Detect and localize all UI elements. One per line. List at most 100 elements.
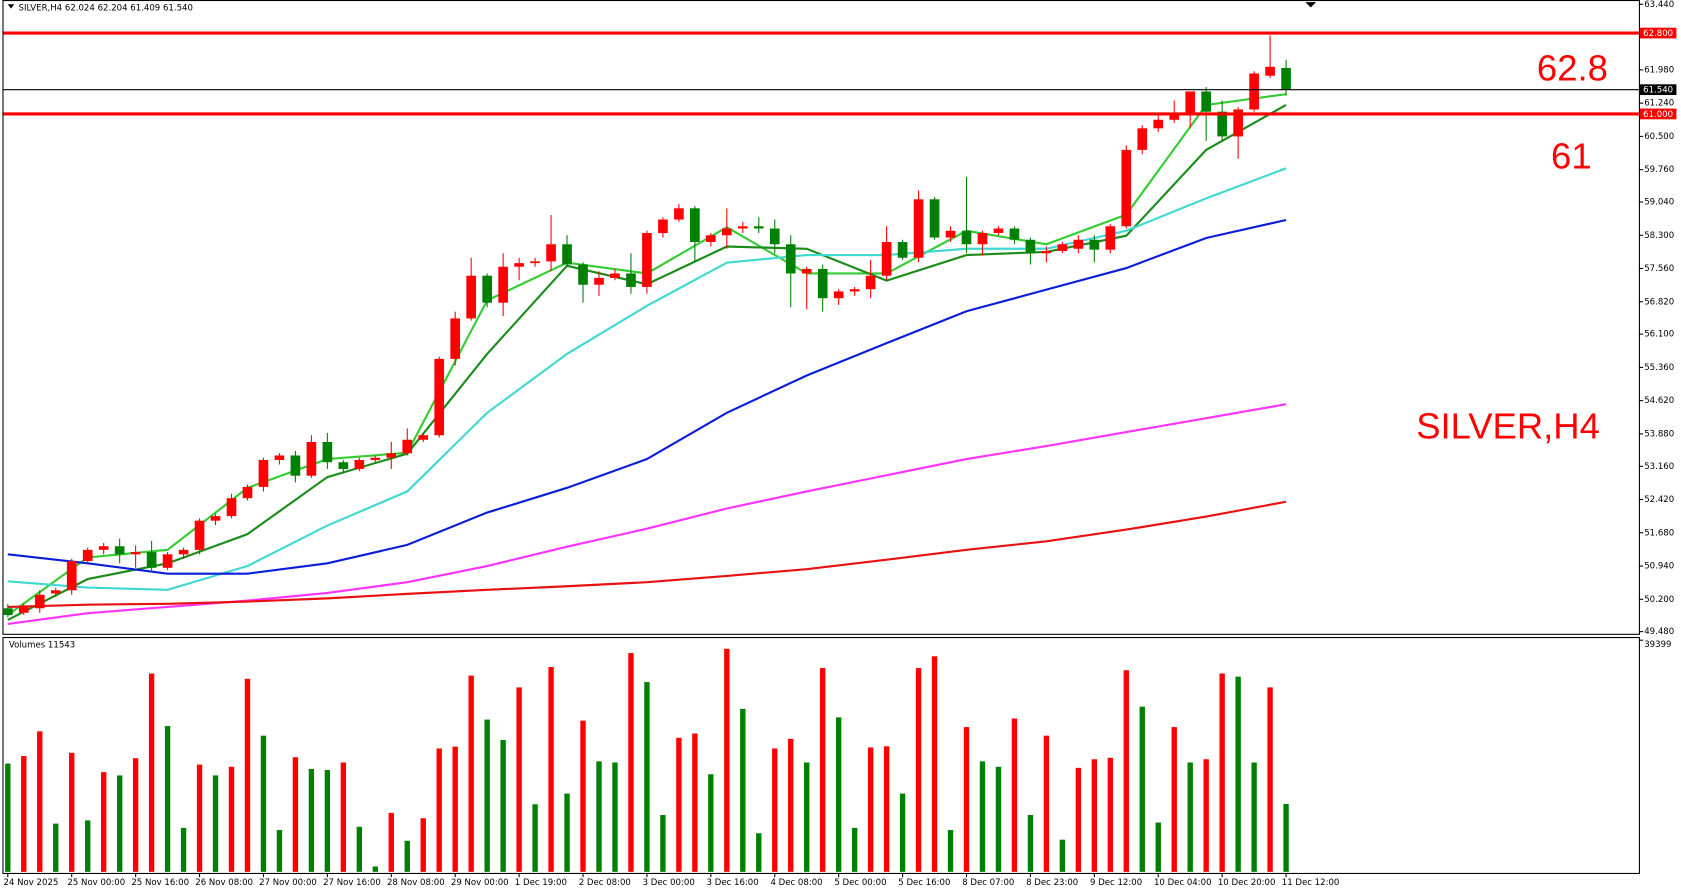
volume-bar xyxy=(292,757,299,872)
volume-bar xyxy=(484,719,490,872)
volume-bar xyxy=(1187,762,1193,872)
volume-bar xyxy=(324,769,331,872)
candle-body xyxy=(130,552,141,555)
candle-body xyxy=(1057,244,1068,252)
x-tick-label: 1 Dec 19:00 xyxy=(515,878,567,888)
candle-body xyxy=(594,277,604,285)
candle-body xyxy=(66,561,77,591)
candle-body xyxy=(785,244,796,274)
volume-bar xyxy=(1059,839,1066,872)
price-tag xyxy=(1639,84,1677,96)
volume-bar xyxy=(851,827,858,872)
candle-body xyxy=(210,516,221,521)
candle-body xyxy=(514,263,524,267)
x-tick-label: 27 Nov 16:00 xyxy=(323,878,381,888)
volume-bar xyxy=(820,668,826,872)
candle-body xyxy=(977,233,988,245)
volume-bar xyxy=(1171,727,1177,872)
volume-bar xyxy=(5,763,11,872)
price-tag-label: 61.000 xyxy=(1643,110,1673,120)
volume-bar xyxy=(740,708,746,872)
candle-body xyxy=(1121,149,1132,227)
price-tag xyxy=(1639,27,1677,39)
candle-body xyxy=(258,459,269,487)
candle-body xyxy=(737,226,748,229)
x-tick-label: 8 Dec 07:00 xyxy=(962,878,1014,888)
volume-bar xyxy=(516,687,522,872)
volume-bar xyxy=(100,772,107,872)
candle-body xyxy=(194,520,205,550)
x-tick-label: 9 Dec 12:00 xyxy=(1090,878,1142,888)
candle-body xyxy=(274,455,285,460)
candle-body xyxy=(1153,119,1164,129)
symbol: SILVER,H4 xyxy=(19,3,63,13)
y-tick-label: 49.480 xyxy=(1644,627,1674,637)
candle-body xyxy=(706,235,716,243)
y-tick-label: 51.680 xyxy=(1644,528,1674,538)
y-tick-label: 54.620 xyxy=(1644,396,1674,406)
x-tick-label: 3 Dec 00:00 xyxy=(643,878,695,888)
annotation: 61 xyxy=(1551,135,1592,176)
annotation: 62.8 xyxy=(1537,47,1608,88)
candle-body xyxy=(1265,66,1275,76)
volume-bar xyxy=(835,717,842,872)
candle-body xyxy=(753,226,764,229)
volume-bar xyxy=(676,737,682,872)
volume-bar xyxy=(452,746,458,872)
x-tick-label: 11 Dec 12:00 xyxy=(1282,878,1340,888)
volume-bar xyxy=(228,766,235,872)
x-tick-label: 25 Nov 16:00 xyxy=(131,878,189,888)
y-tick-label: 63.440 xyxy=(1644,0,1674,10)
volume-bar xyxy=(420,818,426,872)
volume-bar xyxy=(308,768,315,872)
candle-body xyxy=(146,552,157,568)
candle-body xyxy=(961,230,972,245)
volume-bar xyxy=(164,726,171,872)
volume-bar xyxy=(947,830,954,872)
candle-body xyxy=(1089,239,1100,250)
candle-body xyxy=(626,273,636,287)
y-tick-label: 61.980 xyxy=(1644,65,1674,75)
y-tick-label: 53.160 xyxy=(1644,462,1674,472)
candle-body xyxy=(1185,91,1196,113)
x-tick-label: 5 Dec 00:00 xyxy=(834,878,886,888)
candle-body xyxy=(1249,73,1259,110)
low-value: 61.409 xyxy=(130,3,160,13)
x-tick-label: 10 Dec 04:00 xyxy=(1154,878,1212,888)
volume-header: Volumes 11543 xyxy=(9,640,75,650)
y-tick-label: 59.760 xyxy=(1644,165,1674,175)
y-tick-label: 39399 xyxy=(1644,640,1671,650)
header: SILVER,H4 62.024 62.204 61.409 61.540 xyxy=(19,3,193,13)
candle-body xyxy=(1009,228,1020,240)
volume-bar xyxy=(356,826,363,872)
volume-bar xyxy=(276,830,283,872)
volume-bar xyxy=(1219,673,1225,872)
candle-body xyxy=(82,549,93,562)
volume-bar xyxy=(1203,759,1209,872)
candle-body xyxy=(2,608,13,616)
y-tick-label: 50.200 xyxy=(1644,595,1674,605)
volume-bar xyxy=(180,827,187,872)
price-tag xyxy=(1639,108,1677,120)
volume-bar xyxy=(612,762,618,872)
y-tick-label: 56.100 xyxy=(1644,330,1674,340)
volume-bar xyxy=(1091,759,1098,872)
moving-average xyxy=(7,218,1287,575)
volume-bar xyxy=(21,756,27,872)
volume-bar xyxy=(772,748,778,872)
candle-body xyxy=(546,244,556,262)
volume-bar xyxy=(1283,803,1289,872)
candle-body xyxy=(1233,109,1243,137)
volume-bar xyxy=(660,814,666,872)
volume-bar xyxy=(1251,762,1257,872)
high-value: 62.204 xyxy=(98,3,128,13)
volume-bar xyxy=(995,766,1002,872)
candle-body xyxy=(178,549,189,555)
volume-bar xyxy=(468,675,474,872)
candle-body xyxy=(929,199,940,238)
candle-body xyxy=(1105,226,1116,250)
volume-bar xyxy=(148,673,155,872)
candle-body xyxy=(306,441,317,476)
